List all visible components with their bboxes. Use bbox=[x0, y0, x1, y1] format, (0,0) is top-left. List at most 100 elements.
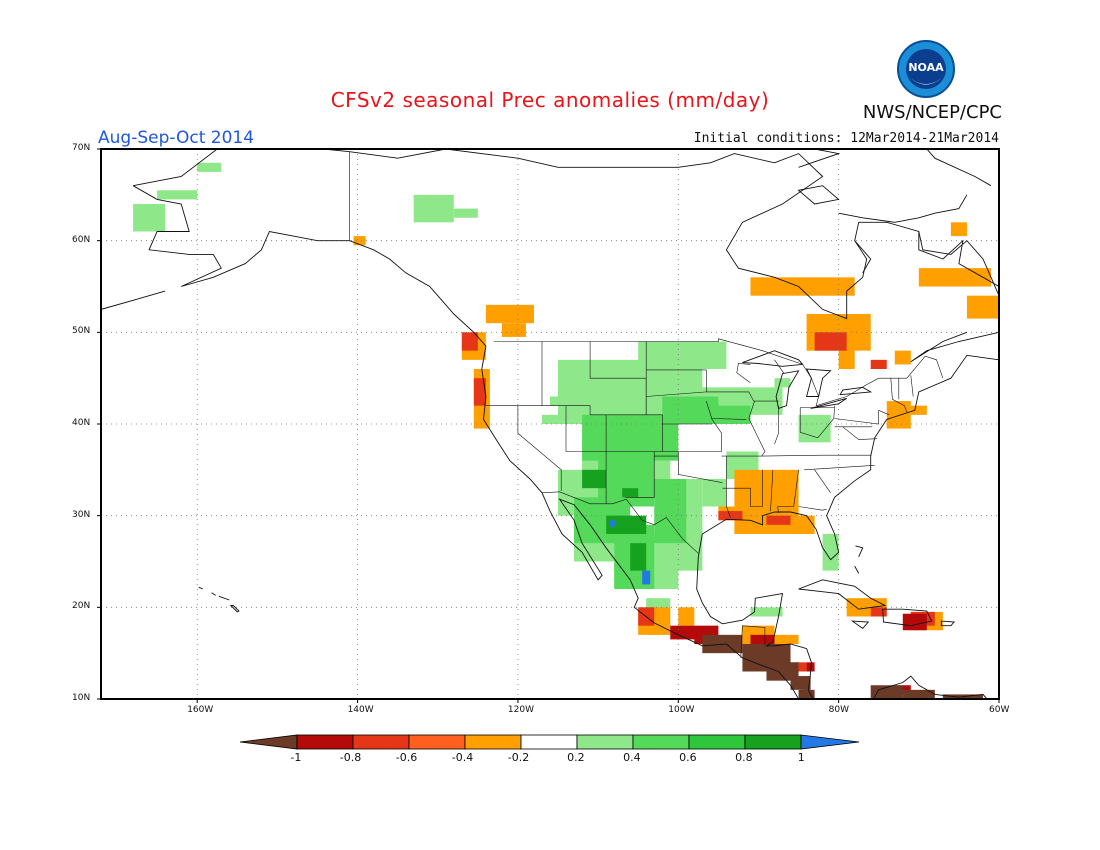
coastline bbox=[736, 363, 751, 384]
anomaly-cell bbox=[485, 304, 534, 324]
lat-label: 60N bbox=[72, 234, 91, 245]
coastline bbox=[742, 350, 804, 367]
coastline bbox=[855, 545, 864, 558]
coastline bbox=[218, 595, 230, 601]
anomaly-cell bbox=[718, 511, 743, 521]
coastline bbox=[696, 354, 999, 699]
coastline bbox=[804, 465, 875, 471]
anomaly-cell bbox=[413, 194, 454, 223]
coastline bbox=[882, 608, 933, 627]
coastline bbox=[805, 368, 832, 397]
coastline bbox=[706, 401, 722, 452]
coastline bbox=[854, 675, 988, 699]
coastline bbox=[646, 369, 707, 397]
anomaly-cell bbox=[630, 543, 647, 571]
anomaly-cell bbox=[550, 396, 575, 406]
coastline bbox=[748, 401, 766, 457]
coastline bbox=[132, 185, 799, 699]
anomaly-cell bbox=[774, 378, 791, 388]
anomaly-cell bbox=[750, 607, 783, 617]
coastline bbox=[493, 338, 944, 407]
anomaly-cell bbox=[197, 162, 222, 172]
colorbar-segment bbox=[464, 734, 522, 750]
coastline bbox=[810, 397, 847, 409]
coastline bbox=[926, 149, 992, 187]
coastlines bbox=[101, 85, 999, 699]
anomaly-cell bbox=[894, 350, 911, 365]
coastline bbox=[721, 454, 871, 457]
lat-label: 70N bbox=[72, 143, 91, 153]
initial-conditions: Initial conditions: 12Mar2014-21Mar2014 bbox=[693, 131, 999, 146]
coastline bbox=[211, 592, 216, 596]
agency-label: NWS/NCEP/CPC bbox=[862, 102, 1002, 123]
coastline bbox=[706, 391, 779, 402]
lat-label: 20N bbox=[72, 601, 91, 612]
lon-label: 100W bbox=[668, 705, 695, 715]
anomaly-cell bbox=[157, 190, 198, 200]
anomaly-cell bbox=[461, 332, 478, 351]
coastline bbox=[813, 698, 814, 699]
anomaly-cell bbox=[870, 359, 887, 369]
anomaly-cell bbox=[798, 689, 815, 699]
coastline bbox=[798, 149, 841, 168]
anomaly-cell bbox=[766, 662, 799, 681]
coastline bbox=[678, 456, 723, 483]
lon-label: 120W bbox=[507, 705, 534, 715]
colorbar-segment bbox=[296, 734, 354, 750]
colorbar-label: 0.2 bbox=[567, 751, 585, 764]
colorbar-segment bbox=[520, 734, 578, 750]
coastline bbox=[198, 586, 203, 590]
coastline bbox=[910, 231, 999, 363]
anomaly-cell bbox=[774, 634, 799, 644]
noaa-logo-text: NOAA bbox=[908, 61, 944, 74]
coastline bbox=[842, 426, 878, 440]
anomaly-cell bbox=[750, 277, 855, 296]
coastline bbox=[740, 625, 766, 658]
coastline bbox=[940, 620, 956, 627]
colorbar-segment bbox=[744, 734, 802, 750]
anomaly-cell bbox=[814, 332, 847, 351]
colorbar-label: 0.8 bbox=[735, 751, 753, 764]
coastline bbox=[133, 149, 999, 320]
anomaly-cell bbox=[473, 378, 486, 406]
coastline bbox=[777, 469, 799, 513]
anomaly-cell bbox=[453, 208, 478, 218]
lat-label: 30N bbox=[72, 509, 91, 520]
coastline bbox=[798, 579, 887, 610]
anomaly-cell bbox=[918, 268, 991, 287]
coastline bbox=[854, 565, 860, 574]
anomaly-cell bbox=[610, 520, 616, 527]
anomaly-cell bbox=[566, 369, 607, 388]
coastline bbox=[726, 456, 731, 518]
anomaly-cell bbox=[902, 613, 927, 631]
coastline bbox=[775, 370, 800, 409]
coastline bbox=[895, 85, 999, 103]
coastline bbox=[711, 418, 747, 420]
anomaly-cell bbox=[622, 488, 639, 498]
lat-label: 10N bbox=[72, 693, 91, 703]
coastline bbox=[101, 290, 166, 310]
coastline bbox=[770, 469, 774, 512]
anomaly-cell bbox=[910, 405, 927, 415]
anomaly-cell bbox=[822, 534, 839, 571]
anomaly-cell bbox=[710, 405, 751, 424]
anomaly-shading bbox=[133, 162, 999, 699]
coastline bbox=[797, 185, 840, 205]
anomaly-cell bbox=[702, 479, 727, 507]
coastline bbox=[838, 194, 968, 223]
colorbar-segment bbox=[576, 734, 634, 750]
anomaly-cell bbox=[606, 515, 647, 534]
anomaly-cell bbox=[353, 236, 366, 246]
anomaly-cell bbox=[133, 204, 166, 232]
colorbar-segment bbox=[632, 734, 690, 750]
anomaly-cell bbox=[966, 295, 999, 319]
colorbar-label: -0.4 bbox=[451, 751, 474, 764]
anomaly-cell bbox=[790, 676, 811, 690]
coastline bbox=[854, 240, 872, 274]
anomaly-cell bbox=[886, 401, 911, 429]
lon-label: 60W bbox=[989, 705, 1010, 715]
colorbar-label: -0.2 bbox=[507, 751, 530, 764]
coastline bbox=[625, 451, 655, 498]
colorbar-label: 0.6 bbox=[679, 751, 697, 764]
